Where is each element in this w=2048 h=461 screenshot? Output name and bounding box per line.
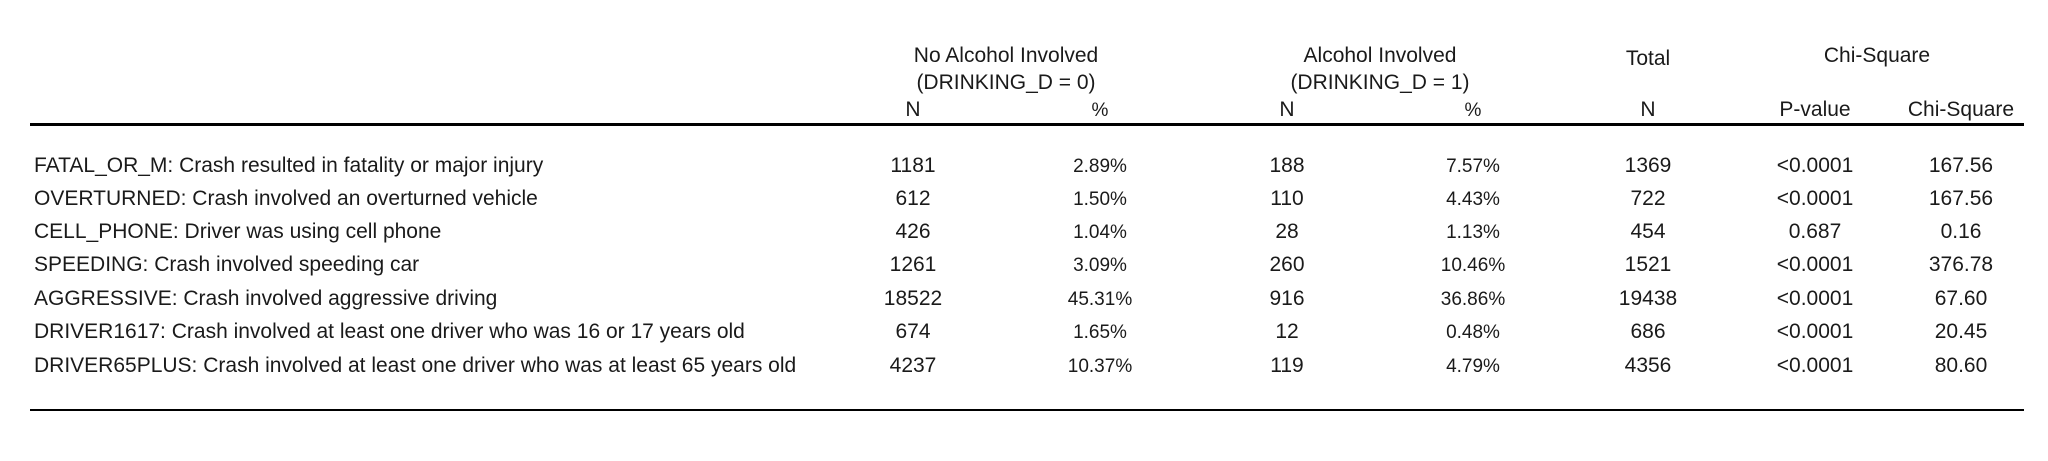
cell-no-alcohol-n: 426 [895,220,931,243]
cell-no-alcohol-n: 674 [895,320,931,343]
table-row: OVERTURNED: Crash involved an overturned… [0,186,2048,214]
cell-p-value: 0.687 [1788,220,1842,243]
cell-no-alcohol-pct: 1.50% [1073,189,1127,210]
cell-no-alcohol-n: 4237 [889,354,937,377]
cell-alcohol-pct: 36.86% [1440,289,1506,310]
cell-alcohol-pct: 7.57% [1446,156,1500,177]
footer-rule [30,409,2024,411]
cell-chi-square: 167.56 [1928,187,1994,210]
cell-chi-square: 20.45 [1934,320,1988,343]
cell-alcohol-pct: 4.43% [1446,189,1500,210]
table-row: SPEEDING: Crash involved speeding car 12… [0,252,2048,280]
cell-alcohol-n: 119 [1270,354,1304,377]
cell-no-alcohol-n: 18522 [883,287,943,310]
subheader-total-n: N [1640,98,1656,121]
cell-alcohol-pct: 1.13% [1446,222,1500,243]
header-rule [30,123,2024,126]
cell-no-alcohol-n: 612 [895,187,931,210]
cell-chi-square: 0.16 [1940,220,1982,243]
cell-no-alcohol-pct: 45.31% [1067,289,1133,310]
cell-p-value: <0.0001 [1776,320,1854,343]
row-label: OVERTURNED: Crash involved an overturned… [34,187,538,210]
cell-chi-square: 67.60 [1934,287,1988,310]
cell-alcohol-pct: 0.48% [1446,322,1500,343]
cell-no-alcohol-pct: 1.65% [1073,322,1127,343]
table-row: FATAL_OR_M: Crash resulted in fatality o… [0,153,2048,181]
cell-no-alcohol-n: 1181 [890,154,936,177]
cell-no-alcohol-n: 1261 [889,253,937,276]
header-total: Total [1625,47,1671,70]
row-label: SPEEDING: Crash involved speeding car [34,253,420,276]
cell-p-value: <0.0001 [1776,354,1854,377]
subheader-no-alcohol-pct: % [1091,100,1109,121]
cell-alcohol-n: 28 [1275,220,1299,243]
subheader-p-value: P-value [1779,98,1851,121]
cell-no-alcohol-pct: 10.37% [1067,356,1133,377]
cell-chi-square: 167.56 [1928,154,1994,177]
table-row: AGGRESSIVE: Crash involved aggressive dr… [0,286,2048,314]
row-label: FATAL_OR_M: Crash resulted in fatality o… [34,154,544,177]
cell-no-alcohol-pct: 2.89% [1073,156,1127,177]
cell-chi-square: 376.78 [1928,253,1994,276]
cell-alcohol-pct: 4.79% [1446,356,1500,377]
cell-chi-square: 80.60 [1934,354,1988,377]
cell-alcohol-n: 12 [1275,320,1299,343]
cell-alcohol-n: 260 [1269,253,1305,276]
header-no-alcohol-condition: (DRINKING_D = 0) [916,71,1096,94]
cell-alcohol-pct: 10.46% [1440,255,1506,276]
cell-total: 1521 [1624,253,1672,276]
subheader-alcohol-pct: % [1464,100,1482,121]
row-label: DRIVER65PLUS: Crash involved at least on… [34,354,797,377]
cell-no-alcohol-pct: 1.04% [1073,222,1127,243]
cell-alcohol-n: 110 [1270,187,1304,210]
subheader-alcohol-n: N [1279,98,1295,121]
cell-total: 1369 [1624,154,1672,177]
header-no-alcohol: No Alcohol Involved [913,44,1099,67]
cell-p-value: <0.0001 [1776,253,1854,276]
header-alcohol-condition: (DRINKING_D = 1) [1290,71,1470,94]
subheader-chi-square: Chi-Square [1907,98,2015,121]
table-row: CELL_PHONE: Driver was using cell phone … [0,219,2048,247]
header-alcohol: Alcohol Involved [1303,44,1457,67]
table-row: DRIVER1617: Crash involved at least one … [0,319,2048,347]
cell-total: 722 [1630,187,1666,210]
cell-total: 454 [1630,220,1666,243]
row-label: CELL_PHONE: Driver was using cell phone [34,220,442,243]
cell-alcohol-n: 916 [1269,287,1305,310]
cell-total: 4356 [1624,354,1672,377]
cell-p-value: <0.0001 [1776,154,1854,177]
header-chi-square-group: Chi-Square [1823,44,1931,67]
cell-no-alcohol-pct: 3.09% [1073,255,1127,276]
table-row: DRIVER65PLUS: Crash involved at least on… [0,353,2048,381]
subheader-no-alcohol-n: N [905,98,921,121]
cell-p-value: <0.0001 [1776,287,1854,310]
row-label: AGGRESSIVE: Crash involved aggressive dr… [34,287,498,310]
row-label: DRIVER1617: Crash involved at least one … [34,320,745,343]
cell-total: 19438 [1618,287,1678,310]
cell-alcohol-n: 188 [1269,154,1305,177]
cell-p-value: <0.0001 [1776,187,1854,210]
cell-total: 686 [1630,320,1666,343]
